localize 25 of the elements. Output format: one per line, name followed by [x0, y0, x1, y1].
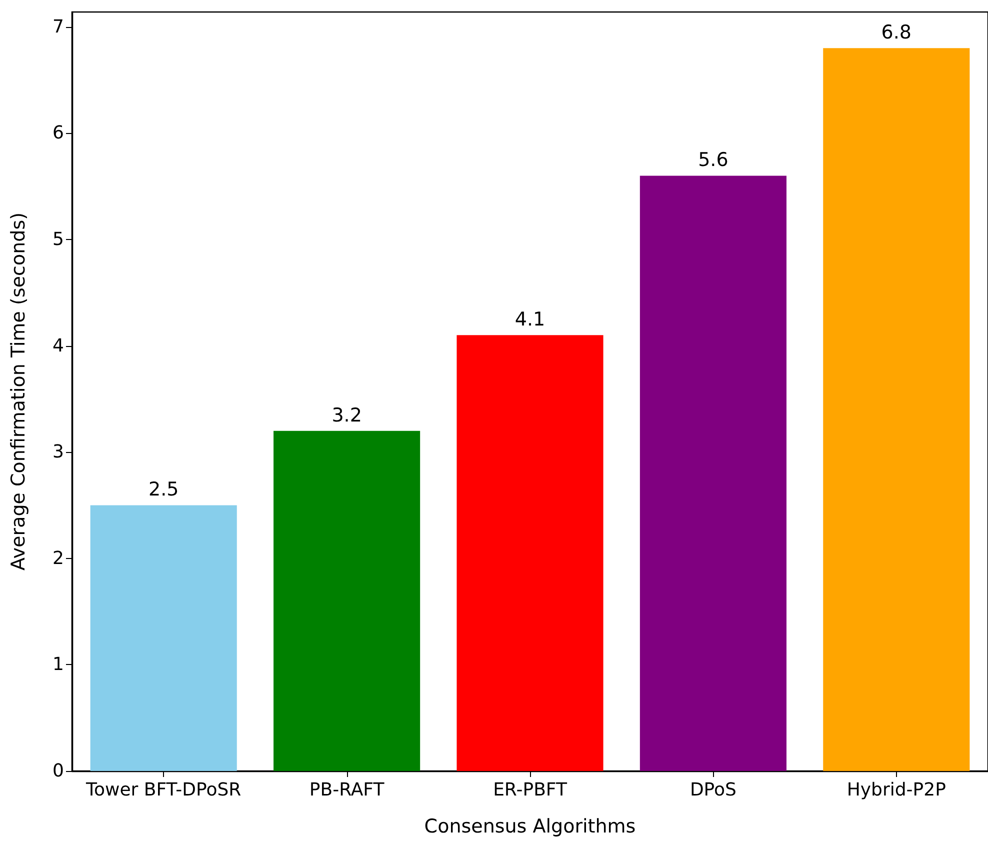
x-tick-label: Hybrid-P2P [846, 780, 946, 800]
data-label: 6.8 [881, 22, 912, 44]
data-label: 4.1 [514, 308, 546, 331]
x-tick-label: PB-RAFT [309, 780, 386, 800]
y-tick-label: 0 [52, 760, 64, 782]
y-tick-label: 5 [52, 228, 64, 250]
x-axis-title: Consensus Algorithms [424, 816, 636, 838]
y-axis-title: Average Confirmation Time (seconds) [8, 212, 30, 571]
x-tick-label: DPoS [690, 780, 736, 800]
bar [640, 176, 786, 771]
bar [274, 430, 420, 771]
data-label: 3.2 [332, 404, 362, 426]
bar [823, 48, 970, 771]
x-tick-label: Tower BFT-DPoSR [85, 780, 242, 800]
bar [90, 505, 237, 771]
x-tick-label: ER-PBFT [493, 780, 568, 800]
y-tick-label: 3 [52, 442, 64, 463]
y-tick-label: 2 [52, 548, 64, 569]
y-tick-label: 1 [52, 654, 64, 676]
data-label: 5.6 [698, 149, 728, 172]
y-tick-label: 7 [52, 16, 64, 38]
y-tick-label: 4 [52, 335, 64, 356]
bar [456, 335, 604, 771]
y-tick-label: 6 [52, 122, 64, 144]
data-label: 2.5 [148, 478, 179, 501]
